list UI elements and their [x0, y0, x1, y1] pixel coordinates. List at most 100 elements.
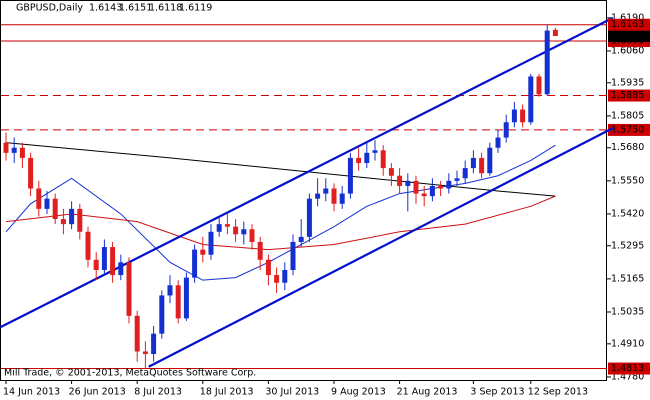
candle-body — [339, 193, 345, 204]
candle-body — [175, 285, 181, 319]
candle-body — [544, 30, 550, 95]
candle-body — [85, 231, 91, 260]
candle-body — [126, 262, 132, 316]
candle-body — [315, 193, 321, 199]
y-tick-label: 1.5805 — [611, 110, 644, 121]
y-tick-label: 1.5550 — [611, 175, 644, 186]
candle-body — [298, 236, 304, 242]
candle-body — [11, 147, 17, 153]
candle-body — [19, 147, 25, 158]
candle-body — [429, 185, 435, 197]
candle-body — [528, 76, 534, 123]
candle-body — [208, 231, 214, 255]
candle-body — [52, 198, 58, 220]
candle-body — [241, 229, 247, 235]
y-tick-label: 1.4780 — [611, 371, 644, 382]
candle-body — [249, 229, 255, 242]
candle-body — [28, 157, 34, 189]
y-tick-label: 1.6190 — [611, 12, 644, 23]
y-tick-label: 1.5165 — [611, 273, 644, 284]
y-tick-label: 1.4910 — [611, 338, 644, 349]
candle-body — [274, 275, 280, 283]
candle-body — [372, 150, 378, 153]
candle-body — [536, 76, 542, 95]
price-label: 1.6119 — [611, 30, 644, 41]
channel-line — [0, 16, 614, 329]
candle-body — [405, 180, 411, 186]
candle-body — [216, 224, 222, 232]
candle-body — [77, 208, 83, 232]
candle-body — [265, 259, 271, 276]
candle-body — [495, 137, 501, 148]
candle-body — [479, 157, 485, 174]
level-label: 1.4813 — [611, 363, 644, 374]
candle-body — [511, 109, 517, 123]
candle-body — [356, 157, 362, 164]
candle-body — [224, 224, 230, 227]
open-value: 1.6143 — [89, 3, 122, 14]
close-value: 1.6119 — [179, 3, 212, 14]
level-label: 1.5750 — [611, 124, 644, 135]
candle-body — [3, 142, 9, 153]
candle-body — [520, 109, 526, 123]
y-tick-label: 1.5935 — [611, 77, 644, 88]
level-label: 1.5885 — [611, 90, 644, 101]
x-tick-label: 12 Sep 2013 — [528, 387, 588, 398]
candle-body — [290, 241, 296, 270]
level-label-box — [608, 18, 650, 31]
header: GBPUSD,Daily 1.6143 1.6151 1.6118 1.6119 — [16, 3, 212, 14]
x-tick-label: 30 Jul 2013 — [265, 387, 319, 398]
candle-body — [118, 262, 124, 276]
high-value: 1.6151 — [119, 3, 152, 14]
x-tick-label: 9 Aug 2013 — [331, 387, 386, 398]
x-tick-label: 26 Jun 2013 — [69, 387, 126, 398]
candle-body — [306, 198, 312, 237]
candle-body — [233, 226, 239, 235]
candle-body — [101, 247, 107, 270]
x-tick-label: 8 Jul 2013 — [134, 387, 182, 398]
candle-body — [503, 122, 509, 138]
candle-body — [470, 157, 476, 169]
candle-body — [110, 247, 116, 276]
footer: Mill Trade, © 2001-2013, MetaQuotes Soft… — [4, 368, 256, 379]
y-tick-label: 1.5680 — [611, 142, 644, 153]
y-tick-label: 1.5295 — [611, 240, 644, 251]
level-label: 1.6163 — [611, 19, 644, 30]
candle-body — [421, 193, 427, 197]
candle-body — [364, 152, 370, 164]
candle-body — [462, 168, 468, 179]
candle-body — [446, 180, 452, 189]
candle-body — [93, 259, 99, 270]
candle-body — [487, 147, 493, 174]
candle-body — [380, 150, 386, 169]
candle-body — [142, 351, 148, 355]
x-tick-label: 3 Sep 2013 — [470, 387, 524, 398]
candle-body — [454, 178, 460, 181]
candle-body — [413, 180, 419, 194]
candle-body — [331, 188, 337, 204]
low-value: 1.6118 — [149, 3, 182, 14]
candle-body — [159, 295, 165, 334]
y-tick-label: 1.5035 — [611, 307, 644, 318]
candle-body — [282, 269, 288, 283]
y-tick-label: 1.5420 — [611, 208, 644, 219]
x-tick-label: 18 Jul 2013 — [200, 387, 254, 398]
level-label-box — [608, 362, 650, 375]
candle-body — [323, 188, 329, 194]
x-tick-label: 14 Jun 2013 — [3, 387, 60, 398]
candle-body — [44, 198, 50, 209]
y-tick-label: 1.6060 — [611, 45, 644, 56]
candle-body — [347, 157, 353, 194]
candle-body — [151, 333, 157, 355]
candle-body — [438, 185, 444, 189]
candle-body — [257, 241, 263, 260]
candle-body — [134, 315, 140, 352]
x-tick-label: 21 Aug 2013 — [397, 387, 458, 398]
level-label-box — [608, 89, 650, 102]
candle-body — [388, 168, 394, 176]
candle-body — [183, 277, 189, 319]
channel-line — [148, 127, 614, 368]
price-label-box — [608, 29, 650, 42]
